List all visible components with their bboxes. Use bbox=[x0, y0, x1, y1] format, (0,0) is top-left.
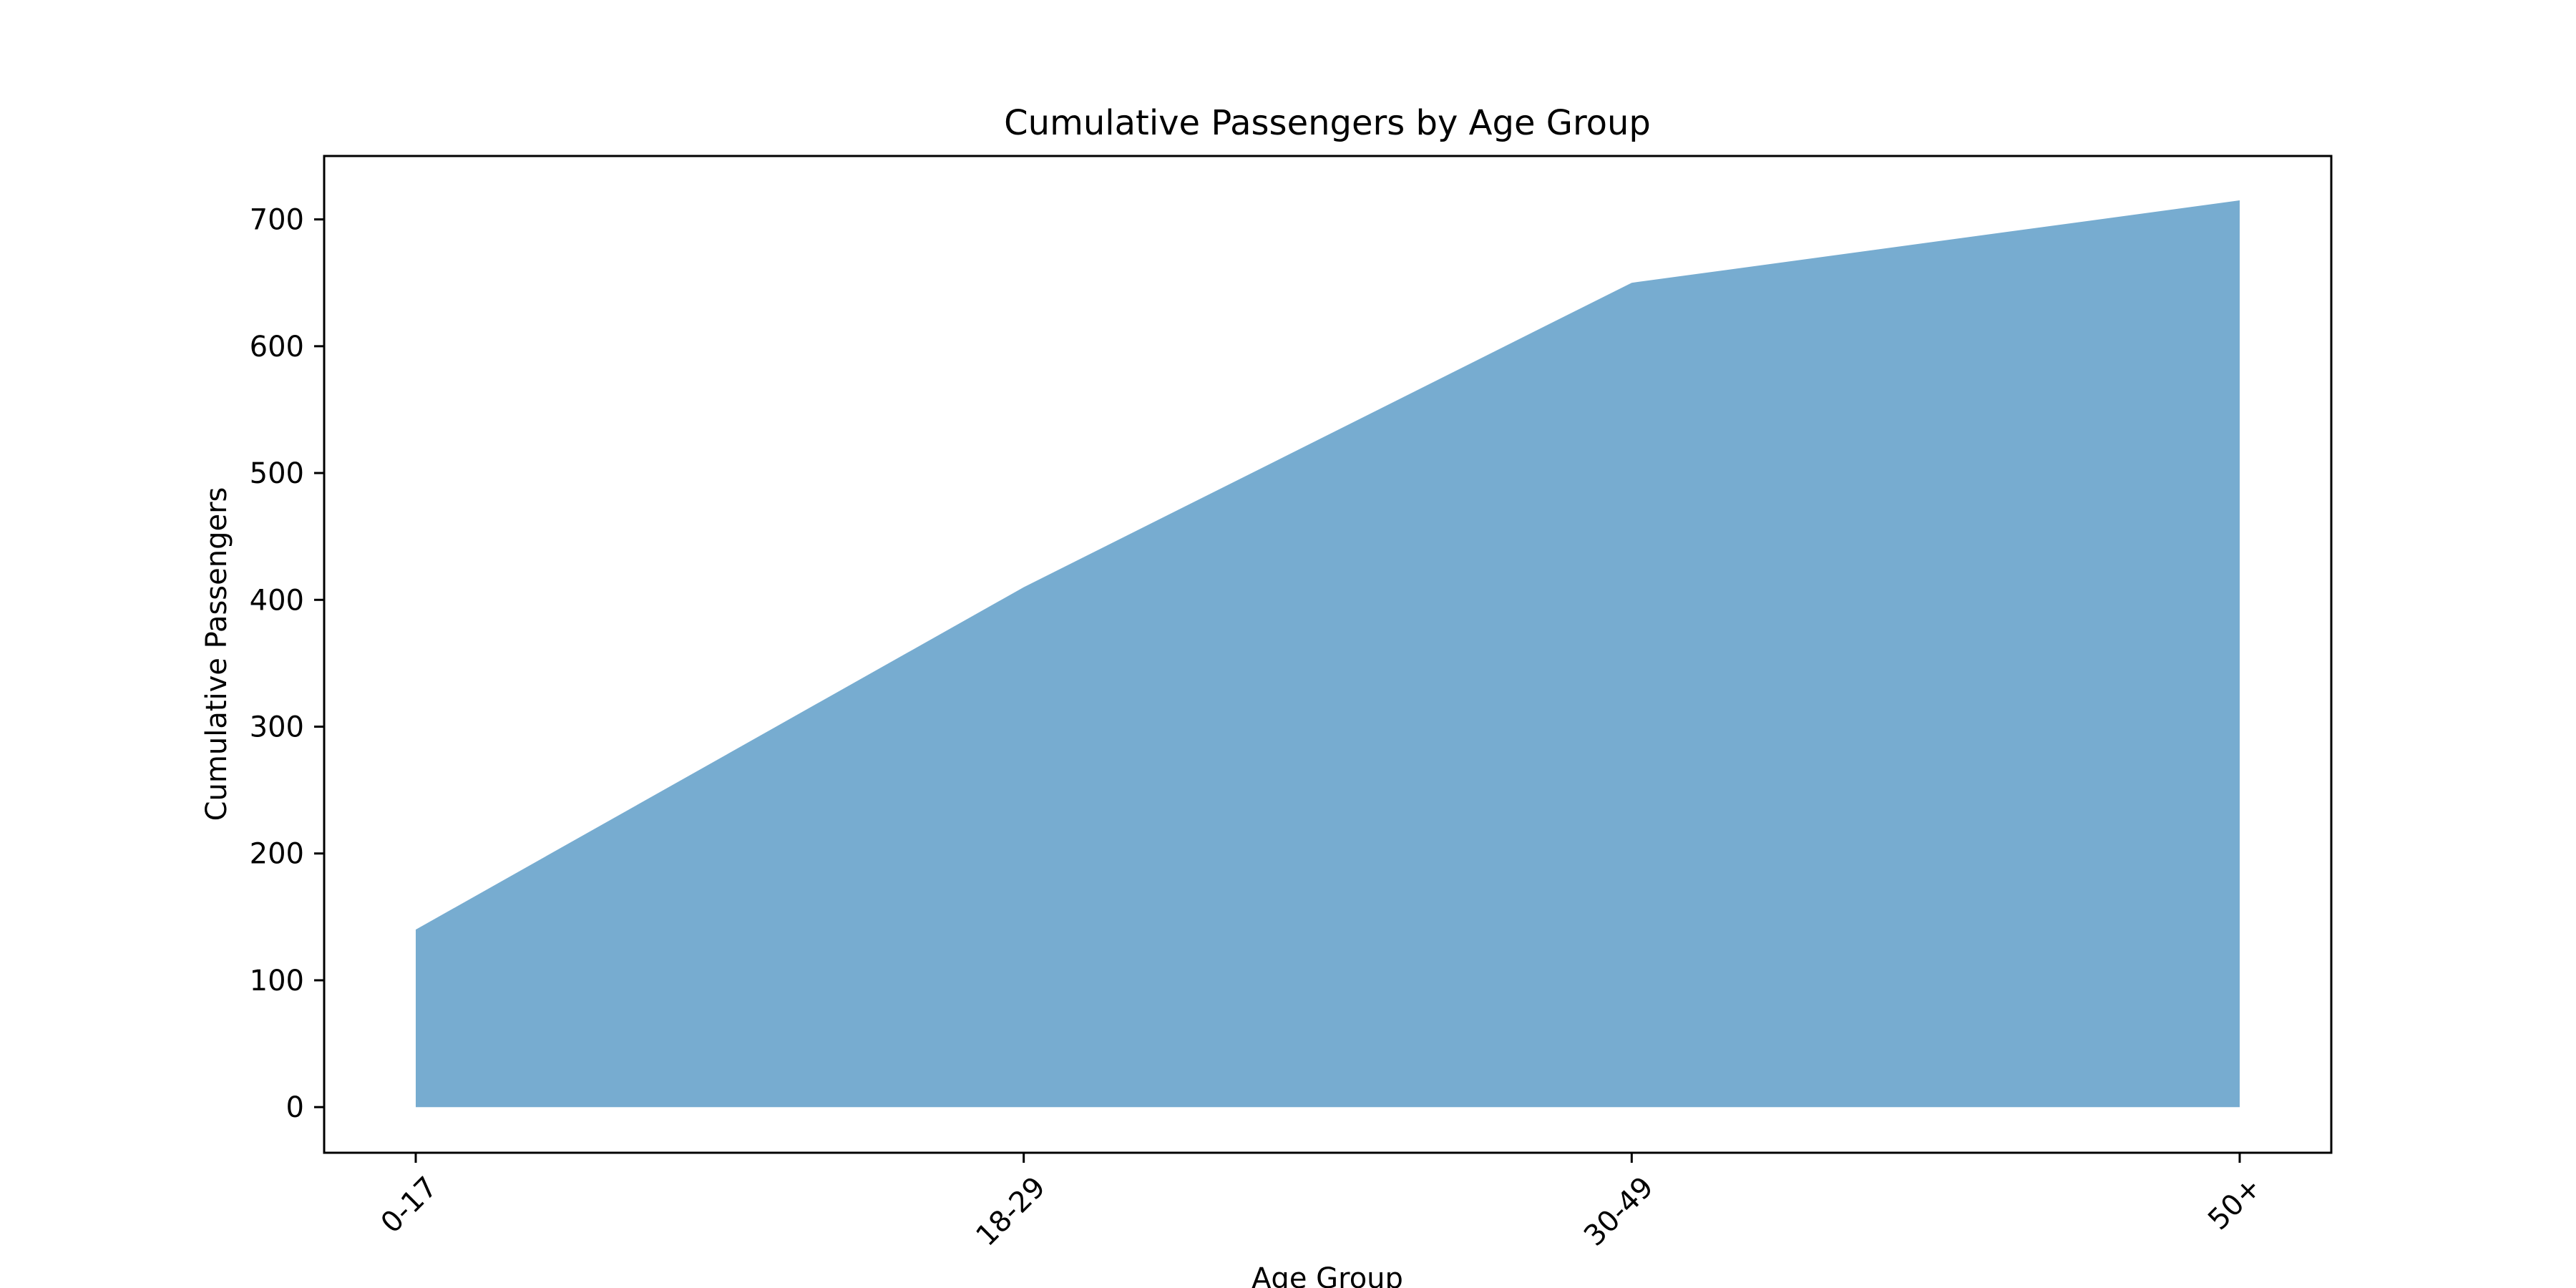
y-tick-label: 400 bbox=[250, 584, 304, 617]
y-axis-label: Cumulative Passengers bbox=[200, 487, 233, 821]
y-axis: 0 100 200 300 400 500 600 700 bbox=[250, 204, 324, 1124]
y-tick-label: 500 bbox=[250, 457, 304, 490]
y-tick-label: 600 bbox=[250, 331, 304, 364]
y-tick-label: 200 bbox=[250, 838, 304, 871]
chart-title: Cumulative Passengers by Age Group bbox=[1004, 103, 1651, 143]
area-layer bbox=[416, 200, 2240, 1108]
x-axis-label: Age Group bbox=[1252, 1262, 1403, 1288]
area-series bbox=[416, 200, 2240, 1108]
plot-frame bbox=[323, 155, 2333, 1154]
y-tick-label: 300 bbox=[250, 711, 304, 744]
y-tick-label: 0 bbox=[286, 1091, 304, 1124]
y-tick-label: 100 bbox=[250, 965, 304, 997]
y-tick-label: 700 bbox=[250, 204, 304, 237]
